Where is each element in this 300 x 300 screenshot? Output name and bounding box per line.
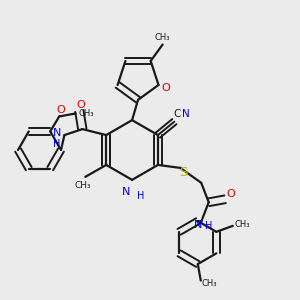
Text: O: O [162,83,170,93]
Text: H: H [205,221,212,231]
Text: N: N [182,109,190,119]
Text: N: N [53,128,61,138]
Text: H: H [137,191,145,201]
Text: CH₃: CH₃ [74,181,91,190]
Text: C: C [174,109,181,119]
Text: O: O [227,189,236,199]
Text: CH₃: CH₃ [155,33,170,42]
Text: CH₃: CH₃ [78,109,94,118]
Text: S: S [179,166,188,179]
Text: N: N [122,187,130,197]
Text: O: O [76,100,85,110]
Text: H: H [53,139,61,149]
Text: CH₃: CH₃ [234,220,250,229]
Text: O: O [56,106,65,116]
Text: N: N [194,220,202,230]
Text: CH₃: CH₃ [202,279,218,288]
